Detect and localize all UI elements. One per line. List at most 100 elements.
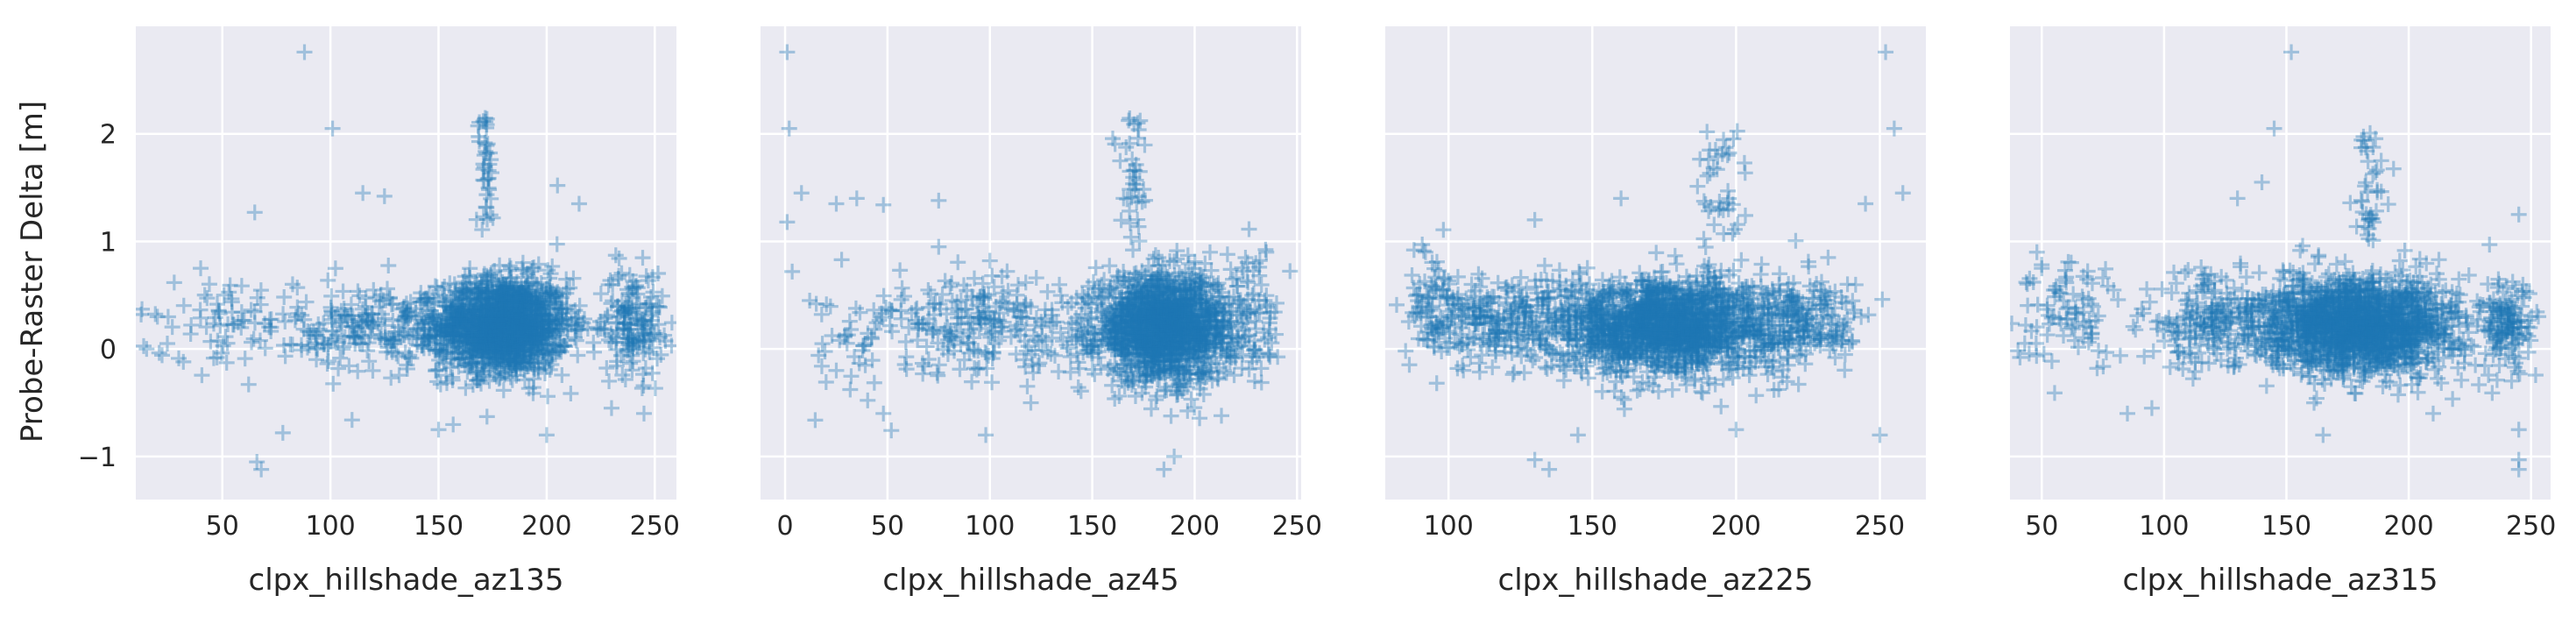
data-point [449, 308, 466, 325]
data-point [497, 329, 513, 345]
data-point [534, 325, 551, 342]
data-point [451, 312, 468, 329]
data-point [530, 296, 547, 313]
data-point [465, 336, 482, 352]
data-point [515, 303, 532, 320]
data-point [499, 304, 515, 321]
data-point [499, 346, 516, 363]
data-point [514, 297, 531, 314]
data-point [435, 345, 451, 362]
data-point [507, 279, 524, 295]
data-point [497, 312, 513, 329]
data-point [485, 308, 501, 324]
data-point [501, 335, 518, 351]
data-point [455, 323, 471, 340]
data-point [493, 302, 510, 319]
data-point [503, 269, 520, 286]
data-point [556, 338, 573, 355]
data-point [499, 316, 515, 333]
data-point [444, 372, 461, 388]
data-point [471, 318, 487, 335]
data-point [472, 315, 489, 331]
data-point [527, 293, 544, 309]
data-point [490, 315, 506, 331]
data-point [503, 301, 520, 318]
data-point [486, 320, 503, 337]
data-point [448, 321, 464, 337]
data-point [492, 352, 508, 369]
data-point [523, 330, 540, 346]
data-point [496, 304, 513, 321]
data-point [540, 262, 556, 279]
data-point [480, 290, 497, 307]
data-point [471, 317, 488, 334]
data-point [523, 301, 540, 318]
data-point [525, 379, 541, 396]
data-point [553, 338, 570, 355]
data-point [528, 320, 545, 337]
data-point [522, 294, 539, 310]
data-point [512, 314, 528, 330]
data-point [492, 270, 509, 287]
data-point [429, 319, 446, 336]
data-point [500, 294, 517, 310]
data-point [445, 312, 462, 329]
data-point [452, 286, 469, 302]
data-point [528, 276, 545, 293]
data-point [526, 328, 542, 344]
data-point [522, 306, 539, 323]
data-point [520, 317, 536, 334]
data-point [488, 316, 505, 333]
data-point [474, 363, 491, 379]
data-point [533, 300, 549, 316]
data-point [490, 316, 506, 333]
data-point [503, 274, 520, 291]
data-point [481, 344, 498, 360]
data-point [479, 349, 496, 365]
data-point [495, 293, 512, 309]
data-point [498, 310, 514, 327]
data-point [507, 337, 524, 353]
data-point [463, 330, 479, 347]
data-point [473, 291, 490, 308]
data-point [451, 291, 468, 308]
data-point [503, 313, 520, 330]
data-point [473, 301, 490, 317]
data-point [542, 341, 559, 358]
data-point [482, 344, 499, 360]
data-point [464, 315, 480, 331]
data-point [505, 316, 521, 332]
data-point [464, 356, 481, 372]
data-point [478, 304, 494, 321]
data-point [503, 337, 520, 353]
data-point [510, 341, 527, 358]
data-point [534, 306, 551, 323]
data-point [458, 345, 475, 362]
data-point [456, 283, 473, 300]
data-point [463, 354, 479, 371]
data-point [490, 320, 506, 337]
x-axis-label: clpx_hillshade_az45 [882, 563, 1178, 598]
data-point [478, 408, 495, 425]
data-point [504, 324, 520, 341]
data-point [452, 332, 469, 349]
data-point [414, 337, 431, 353]
data-point [444, 369, 461, 386]
data-point [503, 306, 520, 323]
data-point [513, 327, 530, 344]
data-point [491, 306, 507, 323]
data-point [454, 289, 471, 306]
data-point [537, 311, 554, 328]
data-point [492, 282, 509, 299]
data-point [500, 333, 517, 350]
data-point [586, 344, 602, 360]
data-point [508, 361, 525, 378]
data-point [482, 306, 499, 323]
data-point [433, 317, 449, 334]
data-point [527, 318, 543, 335]
data-point [464, 313, 480, 330]
data-point [513, 330, 530, 347]
data-point [519, 307, 535, 323]
data-point [501, 325, 518, 342]
data-point [456, 301, 473, 318]
